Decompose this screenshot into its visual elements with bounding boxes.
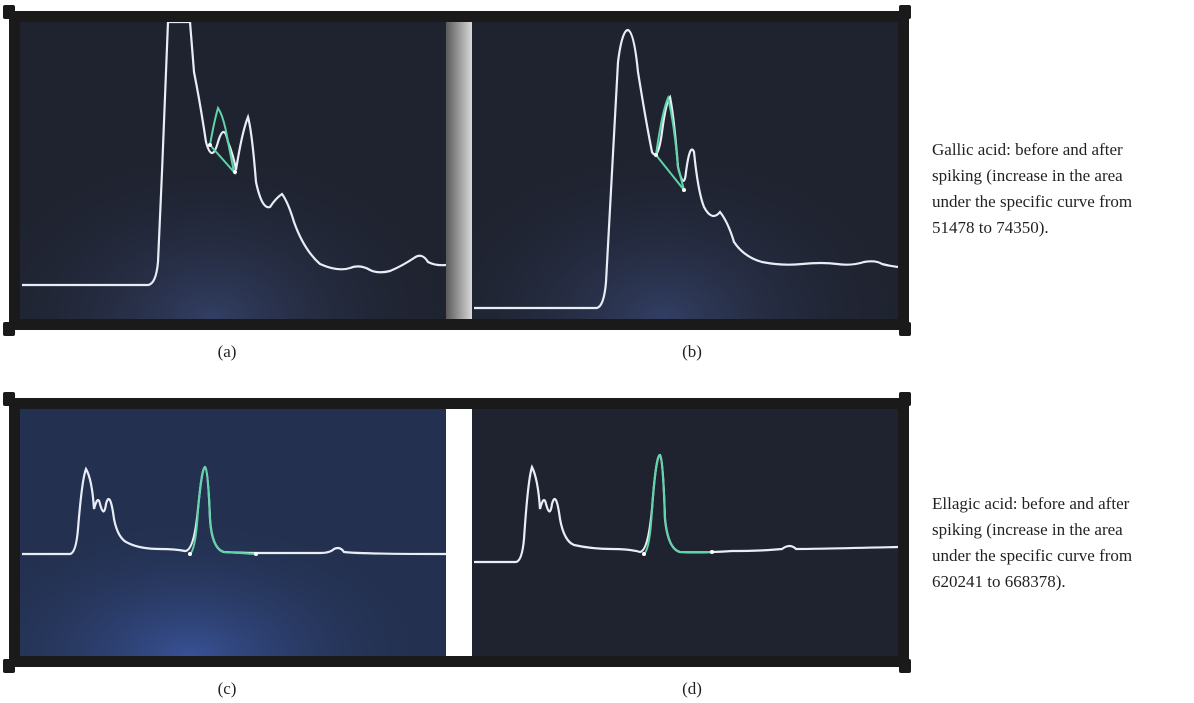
integration-highlight — [654, 94, 685, 191]
chromatogram-panel-b — [472, 22, 898, 319]
caption-ellagic-acid: Ellagic acid: before and after spiking (… — [932, 491, 1194, 595]
chromatogram-panel-c — [20, 409, 446, 656]
frame-corner — [3, 5, 15, 19]
trace-line — [474, 453, 898, 564]
frame-corner — [3, 322, 15, 336]
integration-highlight — [208, 105, 236, 176]
frame-right-bar — [898, 398, 909, 667]
panel-label-d: (d) — [682, 679, 702, 698]
caption-gallic-acid: Gallic acid: before and after spiking (i… — [932, 137, 1194, 241]
panel-divider — [446, 22, 472, 319]
panel-divider — [446, 409, 472, 656]
frame-corner — [899, 322, 911, 336]
panel-label-c: (c) — [217, 679, 237, 698]
frame-bottom-bar — [9, 319, 909, 330]
caption-line: 51478 to 74350). — [932, 218, 1049, 237]
chromatogram-panel-d — [472, 409, 898, 656]
chromatogram-panel-a — [20, 22, 446, 319]
frame-bottom-bar — [9, 656, 909, 667]
caption-line: spiking (increase in the area — [932, 166, 1123, 185]
caption-line: Ellagic acid: before and after — [932, 494, 1130, 513]
frame-top-bar — [9, 398, 909, 409]
trace-line — [474, 28, 898, 310]
frame-right-bar — [898, 11, 909, 330]
frame-corner — [899, 5, 911, 19]
caption-line: under the specific curve from — [932, 192, 1133, 211]
integration-highlight — [189, 465, 257, 555]
frame-top-bar — [9, 11, 909, 22]
trace-line — [22, 22, 446, 287]
trace-line — [22, 465, 446, 556]
panel-label-b: (b) — [682, 342, 702, 361]
frame-corner — [899, 659, 911, 673]
frame-corner — [3, 659, 15, 673]
panel-label-a: (a) — [217, 342, 237, 361]
caption-line: Gallic acid: before and after — [932, 140, 1123, 159]
caption-line: 620241 to 668378). — [932, 572, 1066, 591]
frame-left-bar — [9, 11, 20, 330]
caption-line: spiking (increase in the area — [932, 520, 1123, 539]
frame-corner — [899, 392, 911, 406]
frame-left-bar — [9, 398, 20, 667]
integration-highlight — [643, 453, 712, 555]
frame-corner — [3, 392, 15, 406]
caption-line: under the specific curve from — [932, 546, 1133, 565]
